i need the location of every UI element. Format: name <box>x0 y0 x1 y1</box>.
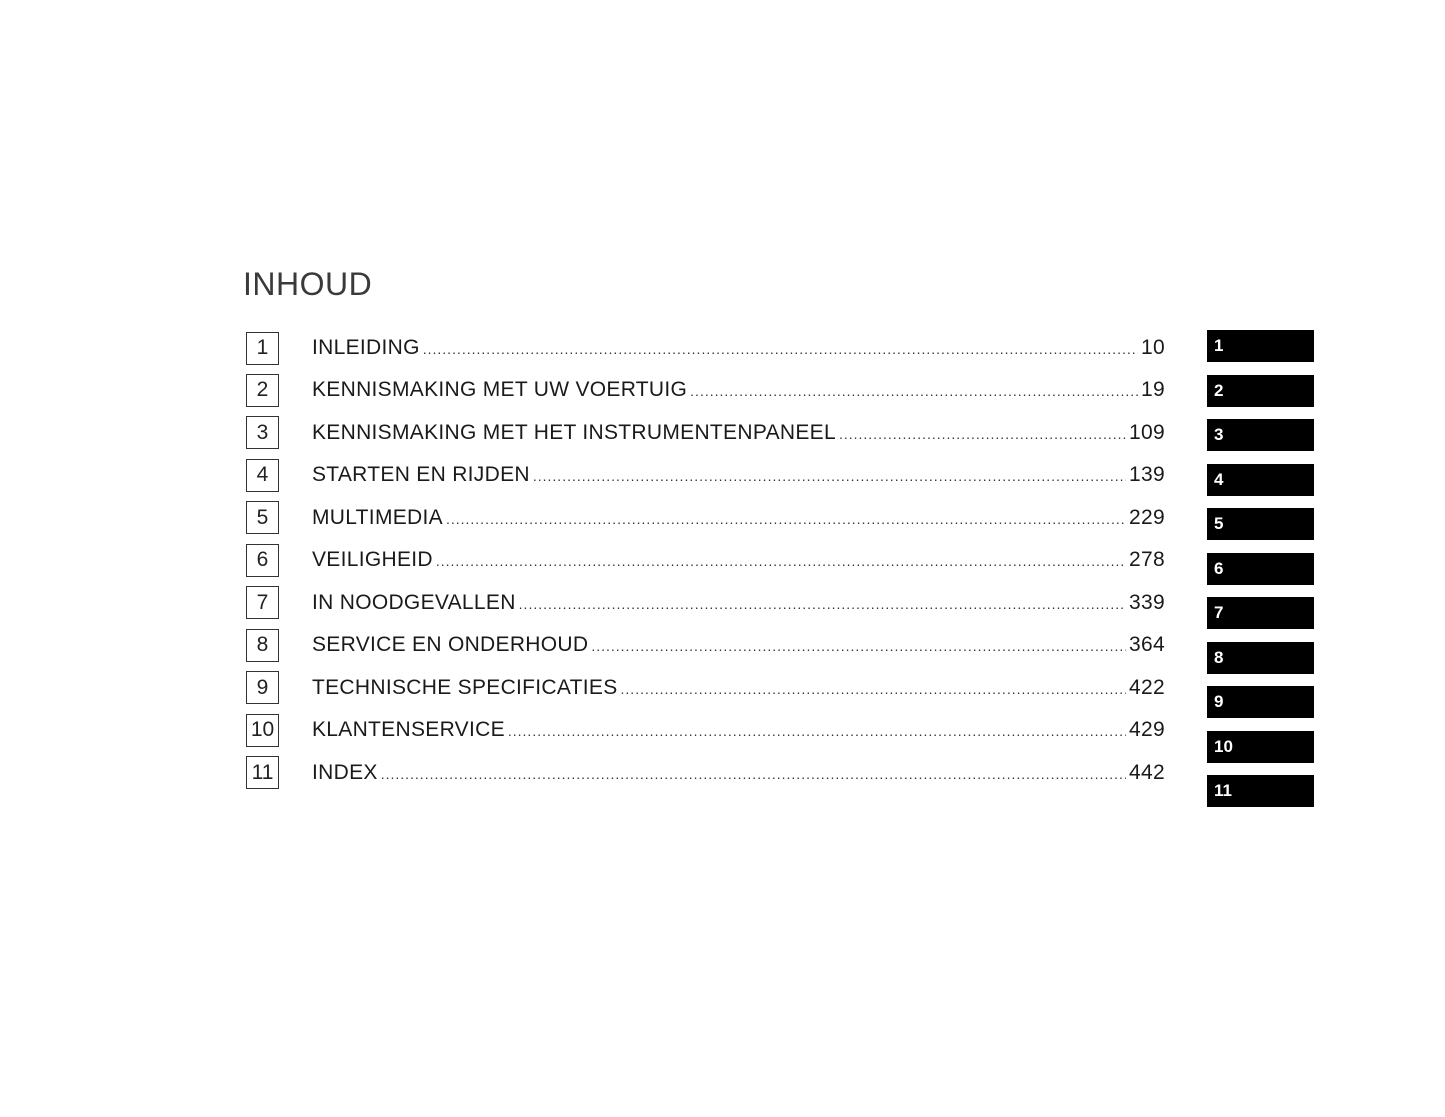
toc-entry-text: INLEIDING 10 <box>312 336 1165 360</box>
page-number[interactable]: 422 <box>1129 675 1165 699</box>
chapter-tab[interactable]: 9 <box>1207 686 1314 718</box>
toc-entry[interactable]: 2 KENNISMAKING MET UW VOERTUIG 19 <box>246 373 1165 407</box>
dot-leader <box>436 553 1126 569</box>
chapter-number-box: 8 <box>246 628 279 662</box>
toc-entry[interactable]: 10 KLANTENSERVICE 429 <box>246 713 1165 747</box>
chapter-title[interactable]: SERVICE EN ONDERHOUD <box>312 633 589 657</box>
chapter-tab[interactable]: 3 <box>1207 419 1314 451</box>
dot-leader <box>423 341 1138 357</box>
chapter-number-box: 10 <box>246 713 279 747</box>
toc-entry-text: IN NOODGEVALLEN 339 <box>312 591 1165 615</box>
chapter-tab[interactable]: 11 <box>1207 775 1314 807</box>
chapter-number-box: 4 <box>246 458 279 492</box>
toc-entry-text: TECHNISCHE SPECIFICATIES 422 <box>312 676 1165 700</box>
chapter-tab[interactable]: 1 <box>1207 330 1314 362</box>
chapter-number-box: 7 <box>246 586 279 620</box>
page-title: INHOUD <box>243 266 373 302</box>
chapter-title[interactable]: KLANTENSERVICE <box>312 718 505 742</box>
chapter-tab[interactable]: 4 <box>1207 463 1314 496</box>
toc-entry[interactable]: 4 STARTEN EN RIJDEN 139 <box>246 458 1165 492</box>
page-number[interactable]: 10 <box>1141 336 1165 359</box>
toc-entry[interactable]: 6 VEILIGHEID 278 <box>246 543 1165 577</box>
chapter-tab[interactable]: 8 <box>1207 641 1314 674</box>
toc-entry-text: STARTEN EN RIJDEN 139 <box>312 463 1165 487</box>
chapter-title[interactable]: INLEIDING <box>312 336 420 359</box>
chapter-tab[interactable]: 6 <box>1207 552 1314 585</box>
page-number[interactable]: 364 <box>1129 633 1165 657</box>
dot-leader <box>621 681 1127 697</box>
page-number[interactable]: 442 <box>1129 760 1165 784</box>
toc-entry[interactable]: 9 TECHNISCHE SPECIFICATIES 422 <box>246 671 1165 705</box>
dot-leader <box>690 383 1138 399</box>
page-number[interactable]: 429 <box>1129 718 1165 742</box>
page-number[interactable]: 278 <box>1129 548 1165 572</box>
toc-entry-text: INDEX 442 <box>312 761 1165 785</box>
page-number[interactable]: 139 <box>1129 463 1165 487</box>
chapter-title[interactable]: KENNISMAKING MET HET INSTRUMENTENPANEEL <box>312 420 836 444</box>
dot-leader <box>533 468 1126 484</box>
dot-leader <box>519 596 1126 612</box>
chapter-tab[interactable]: 7 <box>1207 597 1314 629</box>
page-number[interactable]: 19 <box>1141 378 1165 402</box>
page-number[interactable]: 229 <box>1129 505 1165 529</box>
dot-leader <box>591 638 1126 654</box>
chapter-number-box: 6 <box>246 543 279 577</box>
toc-entry[interactable]: 11 INDEX 442 <box>246 756 1165 790</box>
chapter-title[interactable]: VEILIGHEID <box>312 548 433 572</box>
chapter-tab[interactable]: 2 <box>1207 374 1314 407</box>
toc-entry-text: KENNISMAKING MET UW VOERTUIG 19 <box>312 378 1165 402</box>
page-number[interactable]: 109 <box>1129 420 1165 444</box>
chapter-number-box: 2 <box>246 373 279 407</box>
toc-entry[interactable]: 5 MULTIMEDIA 229 <box>246 501 1165 535</box>
chapter-title[interactable]: KENNISMAKING MET UW VOERTUIG <box>312 378 688 402</box>
chapter-number-box: 11 <box>246 756 279 789</box>
chapter-number-box: 1 <box>246 331 279 365</box>
chapter-number-box: 9 <box>246 671 279 705</box>
toc-entry-text: SERVICE EN ONDERHOUD 364 <box>312 633 1165 657</box>
toc-entry-text: VEILIGHEID 278 <box>312 548 1165 572</box>
dot-leader <box>446 511 1126 527</box>
dot-leader <box>508 723 1126 739</box>
toc-entry-text: KENNISMAKING MET HET INSTRUMENTENPANEEL … <box>312 421 1165 445</box>
toc-entry-text: KLANTENSERVICE 429 <box>312 718 1165 742</box>
dot-leader <box>839 426 1126 442</box>
chapter-title[interactable]: INDEX <box>312 760 378 784</box>
chapter-tab[interactable]: 5 <box>1207 508 1314 540</box>
toc-entry[interactable]: 1 INLEIDING 10 <box>246 331 1165 365</box>
toc-entry[interactable]: 8 SERVICE EN ONDERHOUD 364 <box>246 628 1165 662</box>
chapter-number-box: 5 <box>246 501 279 535</box>
chapter-title[interactable]: STARTEN EN RIJDEN <box>312 463 530 487</box>
toc-entry-text: MULTIMEDIA 229 <box>312 506 1165 530</box>
page-number[interactable]: 339 <box>1129 590 1165 614</box>
toc-entry[interactable]: 7 IN NOODGEVALLEN 339 <box>246 586 1165 620</box>
chapter-number-box: 3 <box>246 416 279 450</box>
chapter-title[interactable]: IN NOODGEVALLEN <box>312 590 516 614</box>
dot-leader <box>381 766 1126 782</box>
toc-entry[interactable]: 3 KENNISMAKING MET HET INSTRUMENTENPANEE… <box>246 416 1165 450</box>
chapter-tab[interactable]: 10 <box>1207 730 1314 763</box>
chapter-title[interactable]: MULTIMEDIA <box>312 505 443 529</box>
chapter-title[interactable]: TECHNISCHE SPECIFICATIES <box>312 675 618 699</box>
